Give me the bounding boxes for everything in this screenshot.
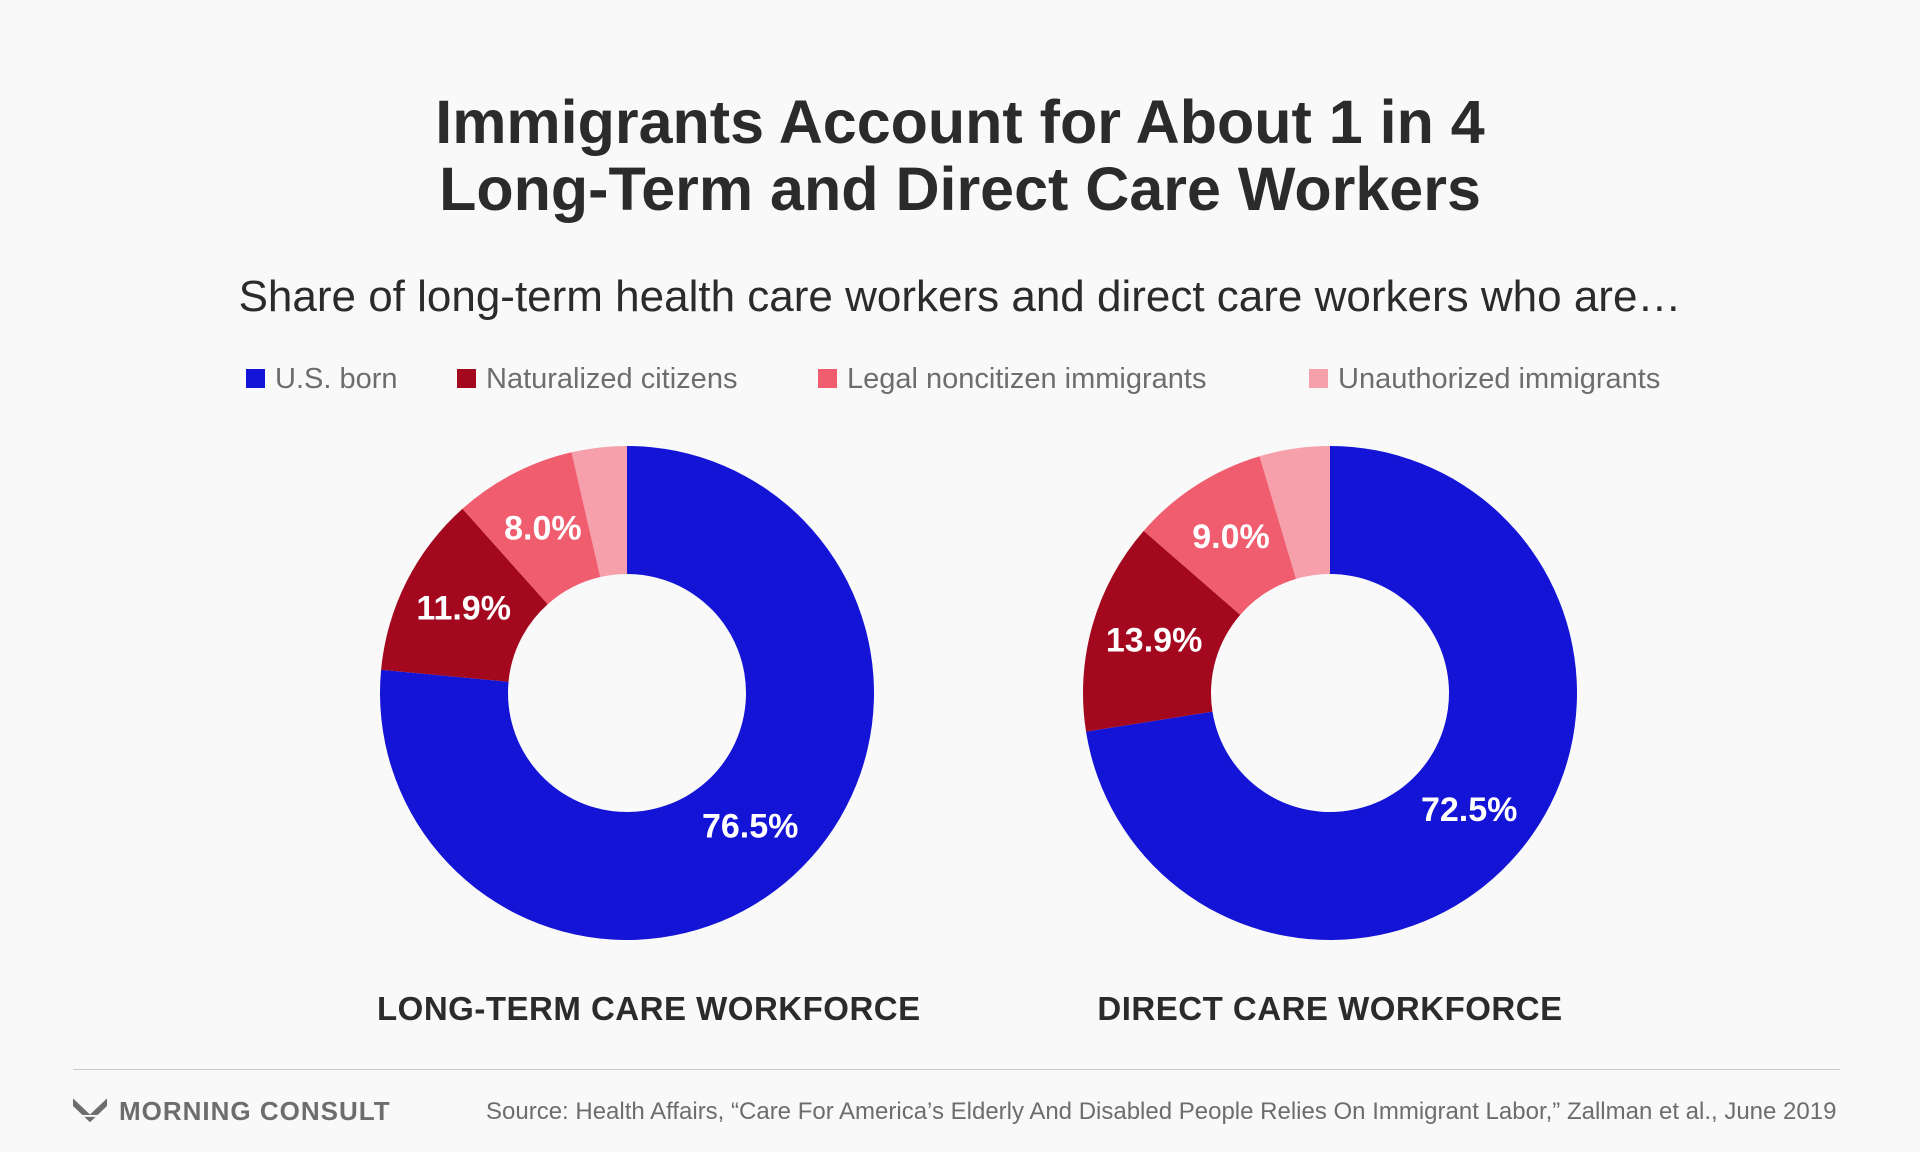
svg-text:72.5%: 72.5% <box>1421 791 1517 829</box>
svg-text:76.5%: 76.5% <box>702 807 798 845</box>
svg-text:13.9%: 13.9% <box>1106 621 1202 659</box>
svg-text:8.0%: 8.0% <box>504 509 582 547</box>
svg-text:11.9%: 11.9% <box>416 589 511 627</box>
svg-text:9.0%: 9.0% <box>1192 518 1270 556</box>
